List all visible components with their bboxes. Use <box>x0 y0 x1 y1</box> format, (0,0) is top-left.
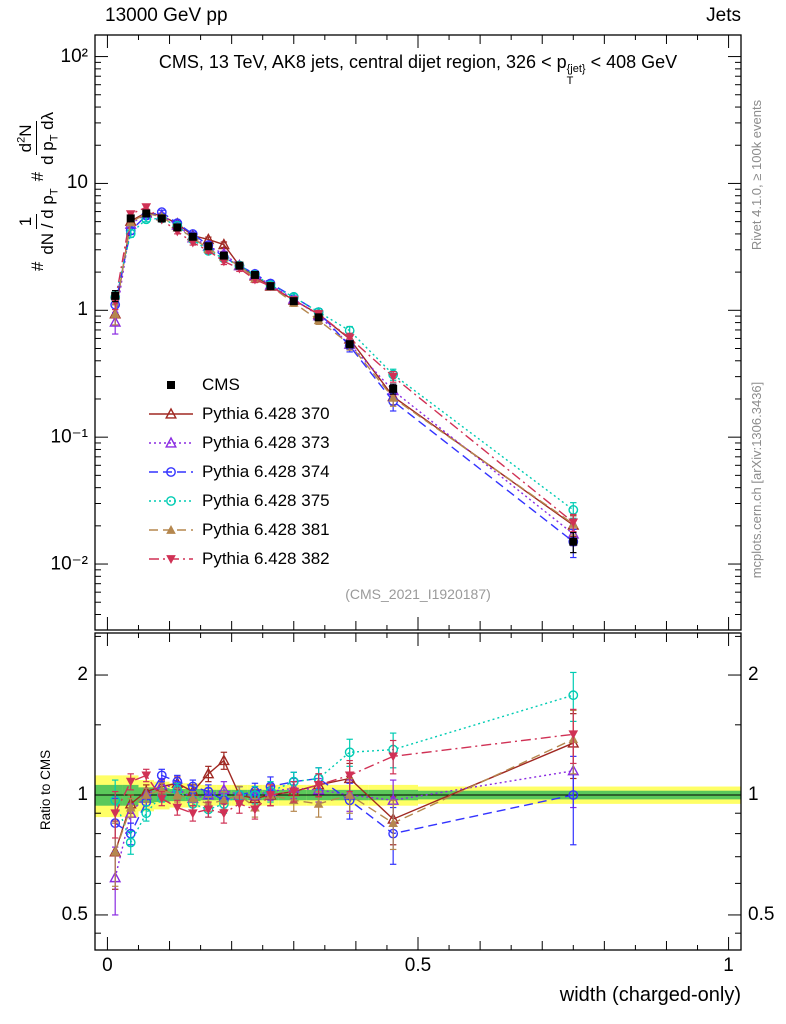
x-tick-label: 0.5 <box>404 955 432 976</box>
legend-label: Pythia 6.428 374 <box>202 461 330 481</box>
legend-item-1: Pythia 6.428 370 <box>148 399 330 428</box>
plot-title-post: < 408 GeV <box>585 52 678 72</box>
den-text: dN / d p <box>38 195 58 255</box>
plot-title-text: CMS, 13 TeV, AK8 jets, central dijet reg… <box>158 52 567 72</box>
legend-item-4: Pythia 6.428 375 <box>148 486 330 515</box>
legend-item-2: Pythia 6.428 373 <box>148 428 330 457</box>
y-main-tick-label: 10⁻¹ <box>50 426 89 448</box>
ratio-series-pythia-6.428-373 <box>109 739 580 916</box>
ratio-series-pythia-6.428-374 <box>110 755 579 865</box>
y-axis-label-ratio: Ratio to CMS <box>37 749 53 831</box>
x-tick-label: 0 <box>102 955 113 976</box>
y-ratio-tick-label-right: 1 <box>748 783 759 805</box>
den-sub: T <box>48 188 61 196</box>
ratio-series-pythia-6.428-382 <box>110 708 579 839</box>
x-axis-label: width (charged-only) <box>559 984 741 1006</box>
legend-label: Pythia 6.428 375 <box>202 490 330 510</box>
fraction-numerator: 1 <box>15 213 38 230</box>
pt-jet-sub: T <box>566 74 574 87</box>
pt-jet-sup: {jet} <box>566 63 586 75</box>
fraction-one-over-dndpt: 1 dN / d pT <box>15 188 60 255</box>
hash-symbol: # <box>28 171 47 182</box>
y-ratio-tick-label-right: 0.5 <box>748 903 775 925</box>
legend-marker-icon <box>167 380 175 389</box>
beam-energy-label: 13000 GeV pp <box>105 5 228 26</box>
plot-title: CMS, 13 TeV, AK8 jets, central dijet reg… <box>159 52 677 87</box>
num-sup: 2 <box>14 136 27 143</box>
y-main-tick-label: 10² <box>60 45 88 67</box>
mcplots-reference-note: mcplots.cern.ch [arXiv:1306.3436] <box>748 381 764 579</box>
y-main-tick-label: 1 <box>77 299 88 321</box>
y-axis-label-main: # 1 dN / d pT # d2N d pT dλ <box>14 0 62 490</box>
legend-item-3: Pythia 6.428 374 <box>148 457 330 486</box>
legend-marker-icon <box>149 436 193 448</box>
legend-label: Pythia 6.428 381 <box>202 519 330 539</box>
legend-label: Pythia 6.428 382 <box>202 548 330 568</box>
fraction-numerator: d2N <box>14 121 38 156</box>
y-ratio-tick-label-left: 1 <box>77 783 88 805</box>
x-tick-label: 1 <box>723 955 734 976</box>
main-series-cms <box>111 209 578 554</box>
fraction-denominator: d pT dλ <box>37 112 60 165</box>
legend-marker-icon <box>149 495 193 506</box>
den-text: dλ <box>38 111 58 135</box>
legend-label: Pythia 6.428 373 <box>202 432 330 452</box>
legend-item-0: CMS <box>148 370 330 399</box>
y-main-tick-label: 10⁻² <box>50 553 89 575</box>
hash-symbol: # <box>28 261 47 272</box>
process-label: Jets <box>706 5 741 26</box>
legend: CMS Pythia 6.428 370 Pythia 6.428 373 Pythi… <box>148 370 330 573</box>
y-main-tick-label: 10 <box>66 172 88 194</box>
fraction-d2n: d2N d pT dλ <box>14 112 61 165</box>
legend-marker-icon <box>149 554 193 564</box>
pt-jet-supsub: {jet} T <box>566 63 586 87</box>
legend-marker-icon <box>149 407 193 419</box>
legend-label: Pythia 6.428 370 <box>202 403 330 423</box>
den-sub: T <box>48 134 61 142</box>
legend-marker-icon <box>149 466 193 477</box>
legend-marker-icon <box>149 524 193 534</box>
den-text: d p <box>38 141 58 165</box>
legend-item-6: Pythia 6.428 382 <box>148 544 330 573</box>
y-ratio-tick-label-right: 2 <box>748 664 759 686</box>
num-text: d <box>15 142 35 153</box>
num-text: N <box>15 124 35 137</box>
fraction-denominator: dN / d pT <box>37 188 60 254</box>
analysis-id-watermark: (CMS_2021_I1920187) <box>345 586 491 602</box>
axes-frames <box>94 34 742 951</box>
y-ratio-tick-label-left: 0.5 <box>61 903 88 925</box>
y-ratio-tick-label-left: 2 <box>77 664 88 686</box>
ratio-series-pythia-6.428-375 <box>110 671 579 855</box>
legend-label: CMS <box>202 374 240 394</box>
legend-item-5: Pythia 6.428 381 <box>148 515 330 544</box>
